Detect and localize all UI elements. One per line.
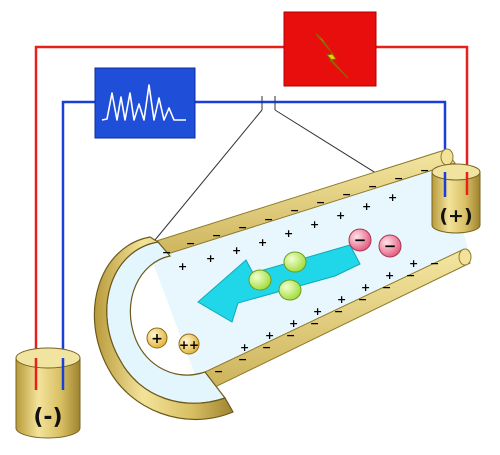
wall-charge: −	[212, 229, 221, 242]
counter-ion: +	[240, 341, 249, 354]
negative-ion-sign: −	[354, 231, 367, 249]
counter-ion: +	[362, 200, 371, 213]
wall-charge: −	[342, 188, 351, 201]
counter-ion: +	[310, 218, 319, 231]
positive-ion-sign: +	[151, 331, 163, 347]
wall-charge: −	[334, 305, 343, 318]
wall-charge: −	[382, 281, 391, 294]
wall-charge: −	[262, 341, 271, 354]
counter-ion: +	[258, 236, 267, 249]
wall-charge: −	[162, 246, 171, 259]
anode-label: (+)	[439, 205, 472, 227]
electroosmotic-flow-arrow	[197, 244, 361, 323]
wall-charge: −	[394, 172, 403, 185]
wall-charge: −	[406, 269, 415, 282]
wall-charge: −	[358, 293, 367, 306]
positive-circuit-wire	[34, 45, 469, 385]
anode-buffer-vial: (+)	[431, 163, 481, 234]
wall-charge: −	[316, 196, 325, 209]
cathode-label: (-)	[33, 405, 62, 430]
double-positive-ion-sign: ++	[179, 338, 199, 352]
counter-ion: +	[388, 191, 397, 204]
positive-analytes: + ++	[146, 327, 200, 355]
counter-ion: +	[206, 252, 215, 265]
wall-charge-layer: − − − − − − − − − − − + + + + + + + + + …	[162, 164, 439, 378]
wall-charge: −	[420, 164, 429, 177]
wall-charge: −	[264, 213, 273, 226]
counter-ion: +	[337, 293, 346, 306]
counter-ion: +	[284, 227, 293, 240]
counter-ion: +	[361, 281, 370, 294]
wall-charge: −	[368, 180, 377, 193]
wall-charge: −	[286, 329, 295, 342]
wall-charge: −	[214, 365, 223, 378]
wall-charge: −	[290, 204, 299, 217]
high-voltage-bolt-icon	[315, 33, 349, 79]
electropherogram-peaks-icon	[101, 84, 186, 121]
wall-charge: −	[430, 257, 439, 270]
negative-ion-sign: −	[384, 237, 397, 255]
counter-ion: +	[385, 269, 394, 282]
counter-ion: +	[178, 260, 187, 273]
cathode-buffer-vial: (-)	[15, 347, 81, 439]
wall-charge: −	[186, 237, 195, 250]
detector-box	[94, 67, 196, 139]
counter-ion: +	[265, 329, 274, 342]
counter-ion: +	[409, 257, 418, 270]
counter-ion: +	[232, 244, 241, 257]
wall-charge: −	[238, 221, 247, 234]
neutral-analytes	[248, 251, 307, 301]
counter-ion: +	[336, 209, 345, 222]
wall-charge: −	[310, 317, 319, 330]
high-voltage-power-supply	[283, 11, 377, 87]
counter-ion: +	[313, 305, 322, 318]
wall-charge: −	[238, 353, 247, 366]
counter-ion: +	[289, 317, 298, 330]
negative-analytes: − −	[348, 228, 402, 258]
